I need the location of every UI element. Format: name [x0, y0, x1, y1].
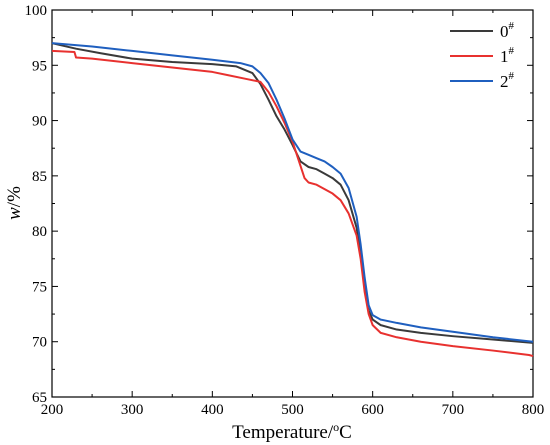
x-axis-title-main: Temperature/: [232, 422, 334, 443]
legend-label-sup: #: [509, 70, 515, 82]
y-tick-label: 85: [32, 169, 47, 185]
x-axis-title-unit: C: [339, 422, 352, 443]
y-tick-label: 65: [32, 390, 47, 406]
legend-label-1: 1#: [500, 45, 515, 66]
legend: 0# 1# 2#: [450, 20, 515, 91]
x-tick-label: 200: [41, 402, 64, 418]
x-tick-label: 600: [361, 402, 384, 418]
y-tick-label: 95: [32, 58, 47, 74]
data-lines: [51, 42, 534, 358]
y-tick-label: 75: [32, 279, 47, 295]
x-axis-title: Temperature/oC: [232, 420, 352, 443]
plot-area-frame: [51, 9, 534, 398]
series-line-1: [51, 49, 534, 358]
y-axis-title-unit: /%: [4, 186, 25, 207]
x-tick-label: 700: [442, 402, 465, 418]
axis-ticks: [51, 9, 534, 398]
y-tick-label: 80: [32, 224, 47, 240]
x-tick-label: 400: [201, 402, 224, 418]
x-tick-label: 300: [121, 402, 144, 418]
y-axis-title-variable: w: [4, 207, 25, 220]
y-tick-label: 70: [32, 335, 47, 351]
legend-label-0: 0#: [500, 20, 515, 41]
x-tick-label: 500: [281, 402, 304, 418]
y-tick-label: 100: [25, 3, 48, 19]
axis-tick-labels: 200 300 400 500 600 700 800 65 70 75 80 85 90 95 100: [25, 3, 545, 418]
y-axis-title: w/%: [4, 186, 25, 220]
y-tick-label: 90: [32, 114, 47, 130]
x-axis-title-degree: o: [333, 420, 339, 434]
legend-label-2: 2#: [500, 70, 515, 91]
x-tick-label: 800: [522, 402, 545, 418]
series-line-2: [51, 42, 534, 343]
series-line-0: [51, 42, 534, 344]
legend-label-sup: #: [509, 20, 515, 32]
legend-label-sup: #: [509, 45, 515, 57]
